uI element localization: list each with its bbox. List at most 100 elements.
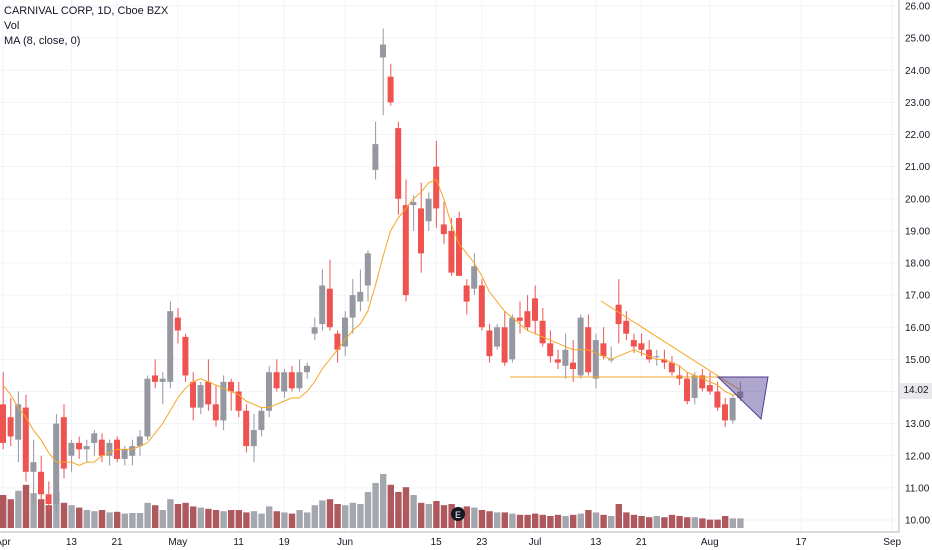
volume-bar xyxy=(60,502,68,528)
candle-body xyxy=(220,381,227,421)
volume-bar xyxy=(387,484,394,528)
moving-average-line xyxy=(2,178,741,466)
candle-body xyxy=(714,391,721,408)
symbol-title[interactable]: CARNIVAL CORP, 1D, Cboe BZX xyxy=(4,5,169,17)
volume-bar xyxy=(349,502,356,528)
volume-bar xyxy=(653,516,660,528)
volume-bar xyxy=(585,510,592,528)
volume-bar xyxy=(190,506,197,528)
time-tick-label: 21 xyxy=(636,537,648,548)
volume-bar xyxy=(212,510,220,528)
candle-body xyxy=(182,336,189,376)
candle-body xyxy=(722,404,728,421)
price-tick-label: 26.00 xyxy=(905,2,930,13)
volume-bar xyxy=(266,506,273,528)
candle-body xyxy=(167,311,174,382)
price-tick-label: 22.00 xyxy=(905,130,930,141)
time-tick-label: Apr xyxy=(0,537,11,548)
candle-body xyxy=(7,417,14,437)
candle-body xyxy=(402,205,409,296)
candle-body xyxy=(326,288,333,328)
time-tick-label: 17 xyxy=(795,537,807,548)
candle-body xyxy=(144,378,151,437)
candle-body xyxy=(448,230,455,273)
volume-bar xyxy=(668,514,676,528)
volume-bar xyxy=(440,505,448,528)
candle-body xyxy=(729,397,736,421)
candle-body xyxy=(668,362,675,373)
price-tick-label: 19.00 xyxy=(905,226,930,237)
volume-bar xyxy=(638,516,645,528)
candle-body xyxy=(364,253,371,286)
candle-body xyxy=(357,291,364,302)
time-tick-label: Sep xyxy=(883,537,901,548)
volume-bar xyxy=(722,516,729,528)
time-axis[interactable]: Apr 13 21 May 11 19 Jun 15 23 Jul 13 21 Aug 17 Sep xyxy=(0,537,902,548)
candle-body xyxy=(524,311,531,328)
volume-bar xyxy=(524,514,531,528)
volume-bar xyxy=(15,490,22,528)
candle-body xyxy=(311,327,318,334)
candle-body xyxy=(159,378,166,382)
volume-bar xyxy=(380,474,387,528)
volume-bar xyxy=(288,513,296,528)
price-tick-label: 25.00 xyxy=(905,34,930,45)
volume-bar xyxy=(326,499,334,528)
volume-bar xyxy=(281,512,288,528)
volume-indicator-label[interactable]: Vol xyxy=(4,20,20,32)
volume-bar xyxy=(494,512,501,528)
candle-body xyxy=(433,166,440,209)
price-axis[interactable]: 10.0011.0012.0013.0014.0015.0016.0017.00… xyxy=(905,2,930,527)
earnings-marker[interactable]: E xyxy=(451,507,465,521)
candle-body xyxy=(372,144,379,170)
volume-bar xyxy=(319,500,326,528)
volume-bar xyxy=(220,511,227,528)
volume-bar xyxy=(83,510,90,528)
candle-body xyxy=(646,349,652,360)
candle-body xyxy=(22,407,29,472)
volume-bar xyxy=(45,505,52,528)
candle-body xyxy=(509,317,516,360)
volume-bar xyxy=(737,518,744,528)
volume-bar xyxy=(250,511,258,528)
volume-bar xyxy=(235,510,242,528)
volume-bar xyxy=(402,487,410,528)
candle-body xyxy=(699,375,706,389)
volume-bar xyxy=(706,519,714,528)
candle-body xyxy=(418,208,424,254)
volume-bar xyxy=(410,495,417,528)
ma-indicator-label[interactable]: MA (8, close, 0) xyxy=(4,35,81,47)
candle-body xyxy=(684,378,690,402)
triangle-projection[interactable] xyxy=(716,376,769,421)
candle-body xyxy=(273,372,280,389)
candle-body xyxy=(387,76,394,103)
candle-body xyxy=(395,128,402,199)
price-tick-label: 11.00 xyxy=(905,483,930,494)
volume-bar xyxy=(486,511,493,528)
volume-bar xyxy=(372,483,379,528)
volume-bar xyxy=(562,516,569,528)
candle-body xyxy=(577,317,584,376)
candle-body xyxy=(478,285,485,328)
time-tick-label: 13 xyxy=(590,537,602,548)
volume-bar xyxy=(608,516,615,528)
candle-body xyxy=(456,218,462,276)
volume-bar xyxy=(623,512,630,528)
candle-body xyxy=(516,317,523,321)
candle-body xyxy=(98,439,105,456)
price-tick-label: 13.00 xyxy=(905,419,930,430)
candle-body xyxy=(440,224,447,235)
volume-bar xyxy=(258,513,265,528)
volume-bar xyxy=(243,512,250,528)
candle-body xyxy=(0,404,6,443)
time-tick-label: 19 xyxy=(279,537,291,548)
candle-body xyxy=(76,442,82,450)
time-tick-label: 21 xyxy=(111,537,123,548)
candle-body xyxy=(174,317,181,331)
volume-bars xyxy=(0,474,744,528)
candle-body xyxy=(136,436,143,447)
candle-body xyxy=(243,410,250,447)
volume-bar xyxy=(532,513,539,528)
candle-body xyxy=(296,372,303,389)
